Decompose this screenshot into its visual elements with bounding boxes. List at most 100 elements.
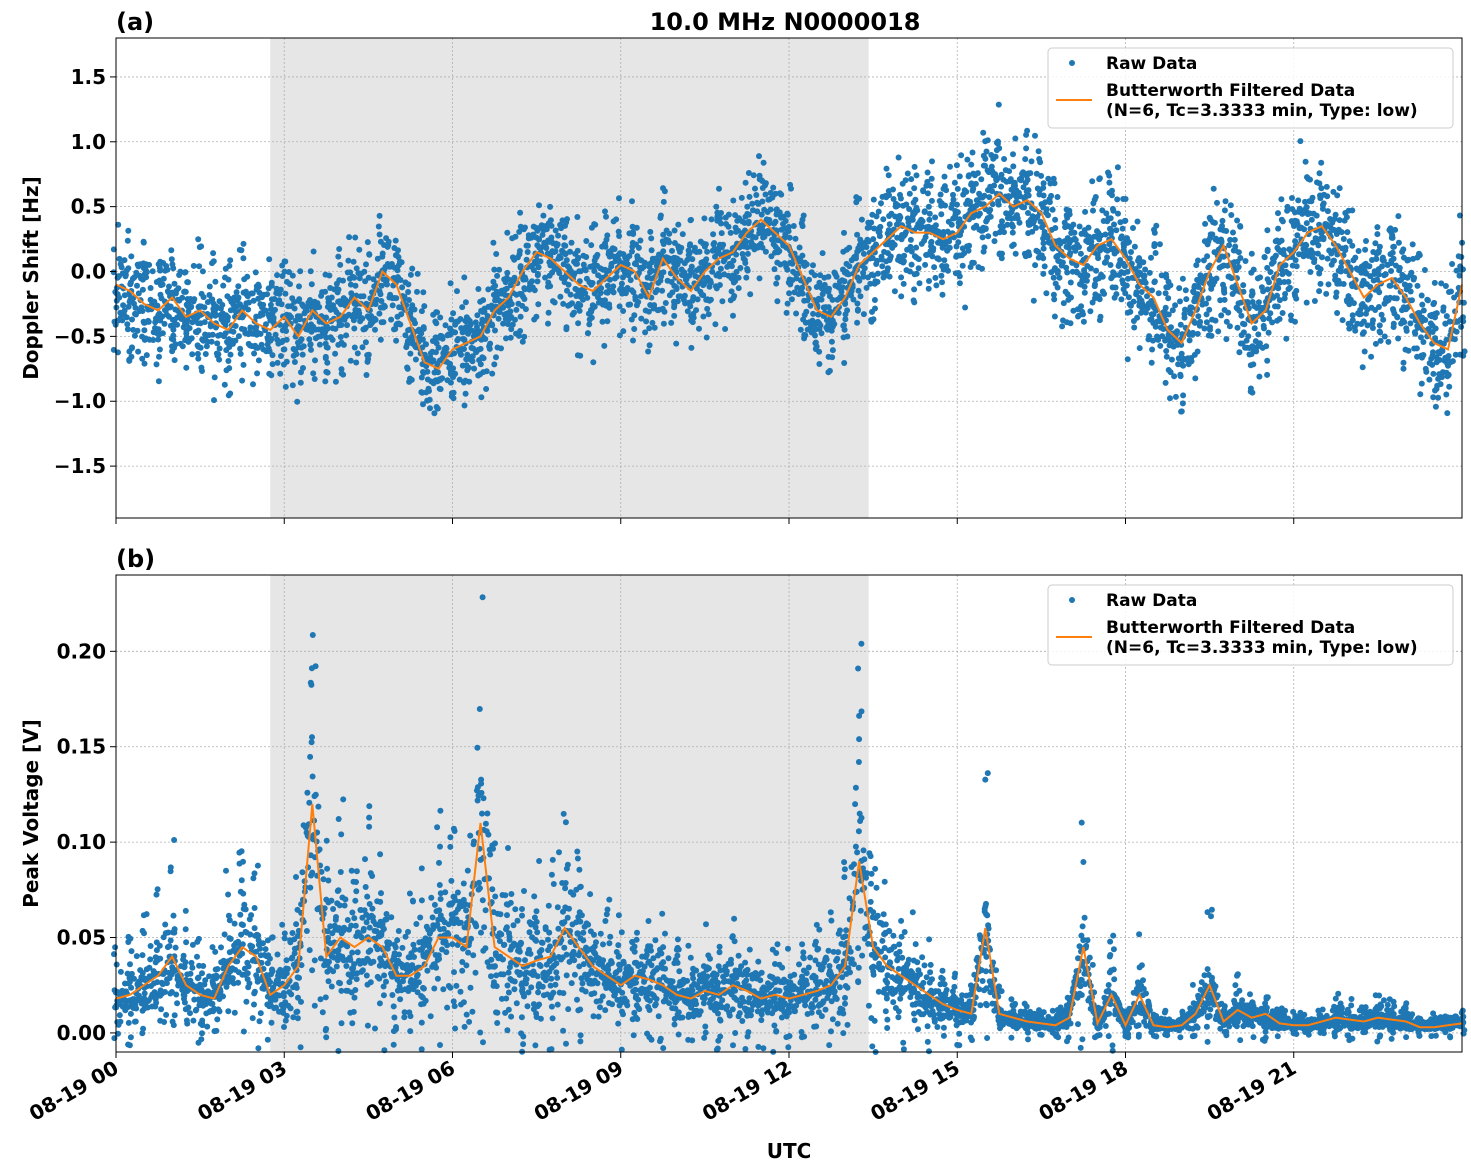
raw-data-point — [1051, 313, 1058, 320]
raw-data-point — [1226, 323, 1233, 330]
raw-data-point — [1131, 243, 1138, 250]
raw-data-point — [377, 291, 384, 298]
raw-data-point — [1443, 336, 1450, 343]
raw-data-point — [967, 198, 974, 205]
raw-data-point — [1453, 328, 1460, 335]
raw-data-point — [246, 980, 253, 987]
raw-data-point — [603, 213, 609, 220]
raw-data-point — [118, 264, 125, 271]
raw-data-point — [1304, 249, 1311, 256]
raw-data-point — [1429, 361, 1436, 368]
raw-data-point — [1331, 247, 1338, 254]
raw-data-point — [1040, 204, 1047, 211]
raw-data-point — [1035, 148, 1042, 155]
raw-data-point — [637, 237, 644, 244]
raw-data-point — [195, 320, 201, 327]
raw-data-point — [980, 152, 987, 159]
raw-data-point — [883, 258, 890, 265]
raw-data-point — [1390, 243, 1397, 250]
raw-data-point — [309, 734, 315, 741]
raw-data-point — [374, 255, 381, 262]
raw-data-point — [346, 234, 353, 241]
raw-data-point — [347, 281, 354, 288]
raw-data-point — [240, 240, 247, 247]
raw-data-point — [1023, 131, 1030, 138]
raw-data-point — [898, 293, 905, 300]
raw-data-point — [589, 280, 596, 286]
raw-data-point — [588, 242, 595, 249]
raw-data-point — [869, 255, 876, 261]
raw-data-point — [1028, 158, 1035, 165]
raw-data-point — [299, 869, 306, 876]
raw-data-point — [376, 231, 383, 238]
raw-data-point — [376, 212, 383, 219]
raw-data-point — [1403, 282, 1410, 289]
raw-data-point — [1236, 307, 1243, 314]
raw-data-point — [308, 346, 314, 353]
raw-data-point — [1120, 196, 1127, 202]
raw-data-point — [912, 196, 919, 203]
raw-data-point — [1431, 279, 1438, 286]
raw-data-point — [262, 307, 269, 314]
raw-data-point — [867, 280, 874, 287]
legend-raw-label: Raw Data — [1106, 54, 1197, 74]
raw-data-point — [1303, 242, 1310, 249]
raw-data-point — [1051, 296, 1058, 303]
raw-data-point — [938, 211, 945, 218]
raw-data-point — [1186, 337, 1193, 344]
raw-data-scatter-a — [110, 101, 1468, 417]
raw-data-point — [929, 158, 935, 165]
raw-data-point — [231, 1009, 238, 1016]
raw-data-point — [489, 370, 496, 377]
raw-data-point — [1215, 328, 1222, 335]
raw-data-point — [926, 210, 933, 217]
raw-data-point — [807, 302, 814, 309]
raw-data-point — [378, 319, 385, 326]
raw-data-point — [1372, 307, 1379, 313]
raw-data-point — [487, 340, 494, 347]
raw-data-point — [1192, 375, 1199, 382]
raw-data-point — [322, 288, 329, 295]
raw-data-point — [1213, 275, 1220, 282]
raw-data-point — [516, 332, 522, 339]
raw-data-point — [956, 252, 963, 259]
raw-data-point — [175, 285, 182, 292]
raw-data-point — [201, 319, 208, 326]
raw-data-point — [1060, 300, 1067, 307]
raw-data-point — [133, 1005, 140, 1012]
raw-data-point — [1395, 335, 1402, 342]
raw-data-point — [922, 234, 929, 241]
raw-data-point — [618, 280, 625, 287]
raw-data-point — [282, 258, 289, 265]
raw-data-point — [1401, 306, 1408, 313]
raw-data-point — [237, 345, 244, 352]
raw-data-point — [924, 190, 931, 197]
raw-data-point — [1188, 358, 1195, 365]
raw-data-point — [243, 998, 250, 1005]
raw-data-point — [1280, 247, 1287, 253]
raw-data-point — [132, 304, 139, 311]
raw-data-point — [1414, 282, 1421, 289]
raw-data-point — [1245, 333, 1252, 340]
raw-data-point — [365, 351, 372, 358]
raw-data-point — [344, 322, 350, 329]
raw-data-point — [1358, 321, 1365, 327]
raw-data-point — [478, 307, 485, 314]
raw-data-point — [1234, 217, 1241, 224]
raw-data-point — [1010, 241, 1017, 248]
raw-data-point — [297, 268, 304, 275]
raw-data-point — [620, 274, 626, 281]
raw-data-point — [880, 216, 887, 223]
raw-data-point — [300, 343, 307, 350]
raw-data-point — [350, 1008, 357, 1015]
raw-data-point — [232, 337, 239, 344]
raw-data-point — [1081, 283, 1088, 290]
raw-data-point — [1096, 175, 1103, 182]
raw-data-point — [774, 298, 781, 305]
raw-data-point — [1149, 287, 1155, 294]
raw-data-point — [725, 211, 732, 218]
raw-data-point — [1081, 276, 1088, 283]
raw-data-point — [351, 325, 358, 332]
raw-data-point — [914, 207, 921, 214]
raw-data-point — [1357, 311, 1364, 318]
